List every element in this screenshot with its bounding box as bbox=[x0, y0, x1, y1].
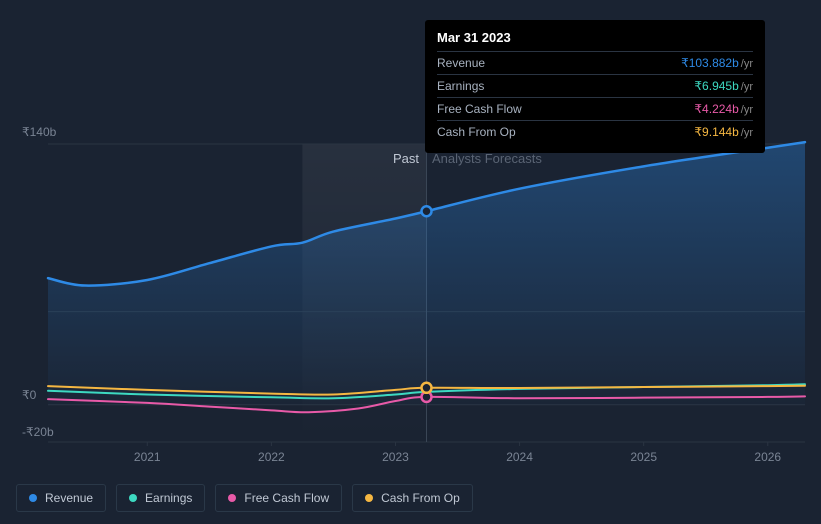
financial-chart: ₹140b ₹0 -₹20b 2021 2022 2023 2024 2025 2026 Pa… bbox=[0, 0, 821, 524]
tooltip-row-label: Free Cash Flow bbox=[437, 102, 522, 116]
legend-item-earnings[interactable]: Earnings bbox=[116, 484, 205, 512]
legend-item-free-cash-flow[interactable]: Free Cash Flow bbox=[215, 484, 342, 512]
tooltip-row: Free Cash Flow ₹4.224b/yr bbox=[437, 97, 753, 120]
tooltip-row-value: ₹6.945b/yr bbox=[694, 79, 753, 93]
tooltip-row-label: Revenue bbox=[437, 56, 485, 70]
tooltip-row: Earnings ₹6.945b/yr bbox=[437, 74, 753, 97]
x-axis-label: 2024 bbox=[506, 450, 533, 464]
tooltip-date: Mar 31 2023 bbox=[437, 30, 753, 51]
legend-label: Free Cash Flow bbox=[244, 491, 329, 505]
tooltip-row-value: ₹9.144b/yr bbox=[694, 125, 753, 139]
chart-tooltip: Mar 31 2023 Revenue ₹103.882b/yrEarnings… bbox=[425, 20, 765, 153]
y-axis-label: ₹0 bbox=[22, 388, 36, 402]
x-axis-label: 2026 bbox=[754, 450, 781, 464]
tooltip-row-value: ₹4.224b/yr bbox=[694, 102, 753, 116]
legend-dot bbox=[228, 494, 236, 502]
legend-dot bbox=[129, 494, 137, 502]
legend-dot bbox=[29, 494, 37, 502]
y-axis-label: -₹20b bbox=[22, 425, 54, 439]
y-axis-label: ₹140b bbox=[22, 125, 56, 139]
legend-label: Earnings bbox=[145, 491, 192, 505]
x-axis-label: 2023 bbox=[382, 450, 409, 464]
tooltip-row-label: Earnings bbox=[437, 79, 484, 93]
past-label: Past bbox=[393, 151, 419, 166]
legend-label: Cash From Op bbox=[381, 491, 460, 505]
x-axis-label: 2022 bbox=[258, 450, 285, 464]
tooltip-row-label: Cash From Op bbox=[437, 125, 516, 139]
legend-item-revenue[interactable]: Revenue bbox=[16, 484, 106, 512]
tooltip-row: Revenue ₹103.882b/yr bbox=[437, 51, 753, 74]
legend-label: Revenue bbox=[45, 491, 93, 505]
x-axis-label: 2021 bbox=[134, 450, 161, 464]
x-axis-label: 2025 bbox=[630, 450, 657, 464]
tooltip-row-value: ₹103.882b/yr bbox=[681, 56, 753, 70]
tooltip-row: Cash From Op ₹9.144b/yr bbox=[437, 120, 753, 143]
chart-legend: Revenue Earnings Free Cash Flow Cash From O… bbox=[16, 484, 473, 512]
legend-dot bbox=[365, 494, 373, 502]
legend-item-cash-from-op[interactable]: Cash From Op bbox=[352, 484, 473, 512]
forecast-label: Analysts Forecasts bbox=[432, 151, 542, 166]
